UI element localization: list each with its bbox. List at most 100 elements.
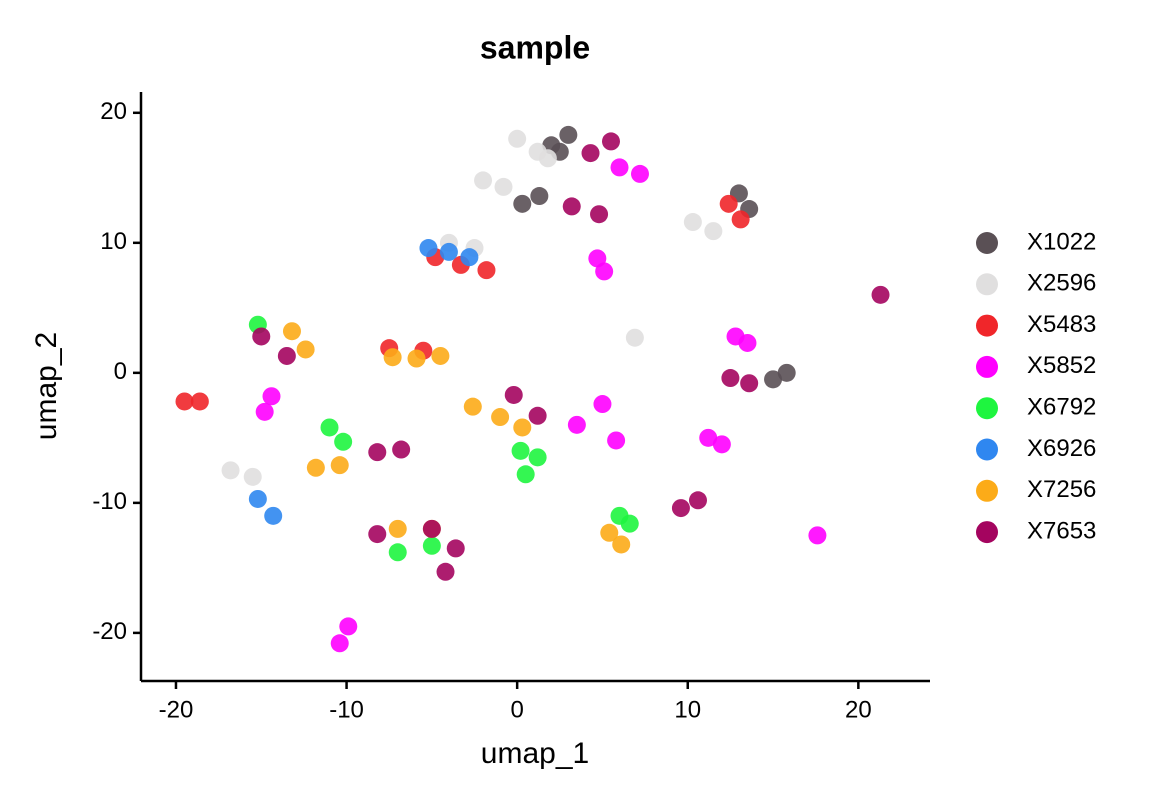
y-tick-label: 0 [114,358,127,385]
point [530,187,549,206]
legend-label: X6792 [1027,394,1096,421]
point [446,539,465,558]
x-tick-label: 20 [845,696,872,723]
point [513,418,532,437]
point [330,456,349,475]
x-tick-label: 0 [510,696,523,723]
legend-marker [976,273,998,296]
point [683,213,702,232]
legend-label: X5852 [1027,352,1096,379]
legend-label: X7653 [1027,517,1096,544]
point [306,458,325,477]
point [175,392,194,411]
point [699,428,718,447]
point [562,197,581,216]
point [528,406,547,425]
point [422,519,441,538]
point [625,328,644,347]
point [477,261,496,280]
legend-marker [976,438,998,461]
point [248,489,267,508]
point [721,369,740,388]
point [740,374,759,393]
point [439,242,458,261]
point [593,395,612,414]
point [190,392,209,411]
legend-label: X1022 [1027,228,1096,255]
legend-marker [976,397,998,420]
point [330,634,349,653]
point [339,617,358,636]
point [528,448,547,467]
point [296,340,315,359]
point [600,523,619,542]
point [581,144,600,163]
point [494,177,513,196]
point [808,526,827,545]
point [388,519,407,538]
point [474,171,493,190]
point [252,327,271,346]
point [671,499,690,518]
point [491,408,510,427]
legend-label: X5483 [1027,311,1096,338]
x-tick-label: -10 [329,696,364,723]
point [712,435,731,454]
point [282,322,301,341]
point [264,506,283,525]
point [601,132,620,151]
point [407,349,426,368]
legend-marker [976,232,998,254]
legend-marker [976,355,998,378]
legend-label: X7256 [1027,476,1096,503]
chart-title: sample [480,29,590,65]
point [463,397,482,416]
point [431,346,450,365]
point [368,443,387,462]
point [607,431,626,450]
point [559,125,578,144]
y-tick-label: -10 [92,488,127,515]
point [704,222,723,241]
point [392,440,411,459]
legend-label: X6926 [1027,435,1096,462]
point [538,149,557,168]
point [243,467,262,486]
legend-marker [976,479,998,502]
point [688,491,707,510]
point [334,432,353,451]
point [255,402,274,421]
point [221,461,240,480]
point [508,129,527,148]
x-tick-label: -20 [159,696,194,723]
point [511,441,530,460]
x-axis-title: umap_1 [481,737,589,770]
point [620,514,639,533]
point [368,525,387,544]
point [504,385,523,404]
point [388,543,407,562]
point [513,194,532,213]
point [460,248,479,267]
point [595,262,614,281]
legend-marker [976,521,998,544]
point [719,194,738,213]
point [422,536,441,555]
point [731,210,750,229]
y-tick-label: 20 [100,98,127,125]
point [262,387,281,406]
point [590,205,609,224]
y-tick-label: 10 [100,228,127,255]
point [612,535,631,554]
x-tick-label: 10 [674,696,701,723]
point [567,415,586,434]
point [871,285,890,304]
point [277,346,296,365]
legend-label: X2596 [1027,270,1096,297]
point [383,348,402,367]
point [777,363,796,382]
point [436,562,455,581]
legend-marker [976,314,998,337]
point [320,418,339,437]
